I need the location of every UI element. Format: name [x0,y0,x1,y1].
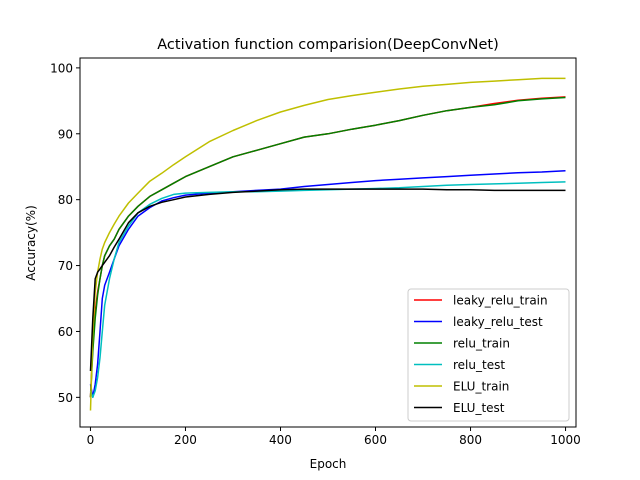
legend-label-relu_test: relu_test [453,358,505,372]
y-axis-label: Accuracy(%) [24,205,38,281]
legend-label-ELU_train: ELU_train [453,380,509,394]
plot-frame [79,57,577,428]
y-tick-label: 80 [58,193,73,207]
series-layer [89,77,566,411]
y-axis: 50 60 70 80 90 100 [50,61,80,405]
y-tick-label: 50 [58,391,73,405]
x-axis-label: Epoch [310,457,347,471]
series-line-ELU_test [89,188,566,372]
y-tick-label: 70 [58,259,73,273]
legend-box [407,288,570,422]
legend-label-ELU_test: ELU_test [453,401,505,415]
x-tick-label: 800 [459,433,482,447]
x-tick-label: 1000 [550,433,581,447]
x-tick-label: 0 [87,433,95,447]
chart-title: Activation function comparision(DeepConv… [157,37,498,53]
series-line-ELU_train [89,77,566,411]
legend-label-leaky_relu_train: leaky_relu_train [453,294,548,308]
legend: leaky_relu_train leaky_relu_test relu_trai… [407,288,570,422]
series-line-leaky_relu_test [89,169,566,399]
x-tick-label: 600 [364,433,387,447]
y-tick-label: 60 [58,325,73,339]
series-line-relu_test [89,181,566,399]
x-axis: 0 200 400 600 800 1000 [87,427,581,447]
x-tick-label: 400 [269,433,292,447]
x-tick-label: 200 [174,433,197,447]
legend-label-leaky_relu_test: leaky_relu_test [453,315,543,329]
legend-label-relu_train: relu_train [453,337,510,351]
y-tick-label: 100 [50,61,73,75]
y-tick-label: 90 [58,127,73,141]
